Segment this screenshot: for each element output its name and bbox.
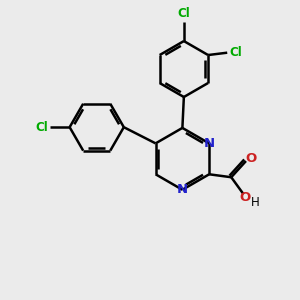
- Text: N: N: [177, 183, 188, 196]
- Text: Cl: Cl: [35, 121, 48, 134]
- Text: Cl: Cl: [178, 7, 190, 20]
- Text: H: H: [250, 196, 259, 209]
- Text: O: O: [239, 191, 251, 204]
- Text: N: N: [204, 137, 215, 150]
- Text: Cl: Cl: [229, 46, 242, 59]
- Text: O: O: [246, 152, 257, 165]
